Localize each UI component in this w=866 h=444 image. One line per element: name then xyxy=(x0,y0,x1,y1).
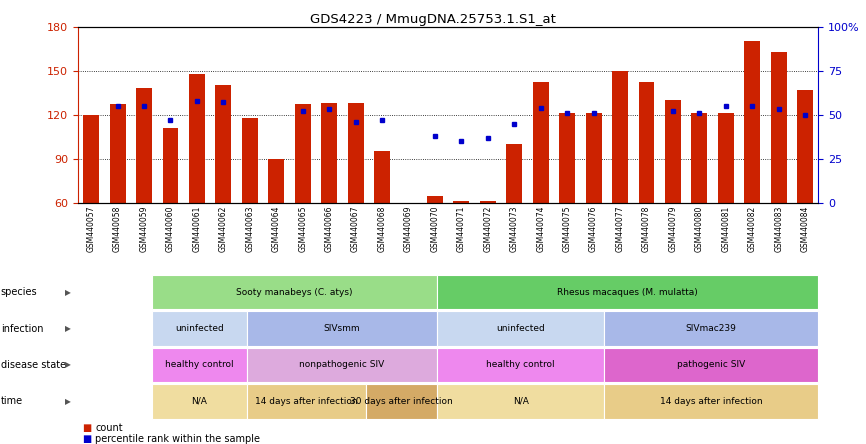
Bar xyxy=(585,113,602,203)
Bar xyxy=(744,41,760,203)
Text: healthy control: healthy control xyxy=(165,361,234,369)
Text: 14 days after infection: 14 days after infection xyxy=(255,397,358,406)
Text: SIVmac239: SIVmac239 xyxy=(686,324,737,333)
Bar xyxy=(136,88,152,203)
Text: Rhesus macaques (M. mulatta): Rhesus macaques (M. mulatta) xyxy=(558,288,698,297)
Bar xyxy=(638,83,655,203)
Text: ▶: ▶ xyxy=(65,324,70,333)
Bar xyxy=(401,203,417,206)
Bar xyxy=(480,202,495,203)
Bar xyxy=(268,159,284,203)
Bar xyxy=(454,202,469,203)
Bar xyxy=(374,151,390,203)
Text: ▶: ▶ xyxy=(65,361,70,369)
Text: species: species xyxy=(1,287,37,297)
Text: 14 days after infection: 14 days after infection xyxy=(660,397,763,406)
Bar xyxy=(189,74,205,203)
Bar xyxy=(718,113,734,203)
Bar xyxy=(612,71,628,203)
Bar xyxy=(559,113,575,203)
Bar xyxy=(691,113,708,203)
Text: ▶: ▶ xyxy=(65,288,70,297)
Text: ■: ■ xyxy=(82,423,92,433)
Text: GDS4223 / MmugDNA.25753.1.S1_at: GDS4223 / MmugDNA.25753.1.S1_at xyxy=(310,13,556,26)
Bar xyxy=(83,115,99,203)
Bar xyxy=(533,83,549,203)
Text: healthy control: healthy control xyxy=(487,361,555,369)
Bar xyxy=(163,128,178,203)
Bar xyxy=(242,118,258,203)
Bar xyxy=(507,144,522,203)
Bar xyxy=(798,90,813,203)
Bar xyxy=(216,85,231,203)
Text: infection: infection xyxy=(1,324,43,333)
Bar xyxy=(321,103,337,203)
Text: disease state: disease state xyxy=(1,360,66,370)
Bar xyxy=(110,104,126,203)
Text: N/A: N/A xyxy=(513,397,528,406)
Text: nonpathogenic SIV: nonpathogenic SIV xyxy=(300,361,385,369)
Bar xyxy=(294,104,311,203)
Text: ▶: ▶ xyxy=(65,397,70,406)
Bar xyxy=(665,100,681,203)
Text: ■: ■ xyxy=(82,434,92,444)
Text: Sooty manabeys (C. atys): Sooty manabeys (C. atys) xyxy=(236,288,352,297)
Text: percentile rank within the sample: percentile rank within the sample xyxy=(95,434,261,444)
Bar xyxy=(771,52,786,203)
Text: N/A: N/A xyxy=(191,397,207,406)
Bar xyxy=(347,103,364,203)
Text: pathogenic SIV: pathogenic SIV xyxy=(677,361,746,369)
Bar xyxy=(427,195,443,203)
Text: uninfected: uninfected xyxy=(496,324,545,333)
Text: time: time xyxy=(1,396,23,406)
Text: SIVsmm: SIVsmm xyxy=(324,324,360,333)
Text: 30 days after infection: 30 days after infection xyxy=(350,397,453,406)
Text: uninfected: uninfected xyxy=(175,324,223,333)
Text: count: count xyxy=(95,423,123,433)
